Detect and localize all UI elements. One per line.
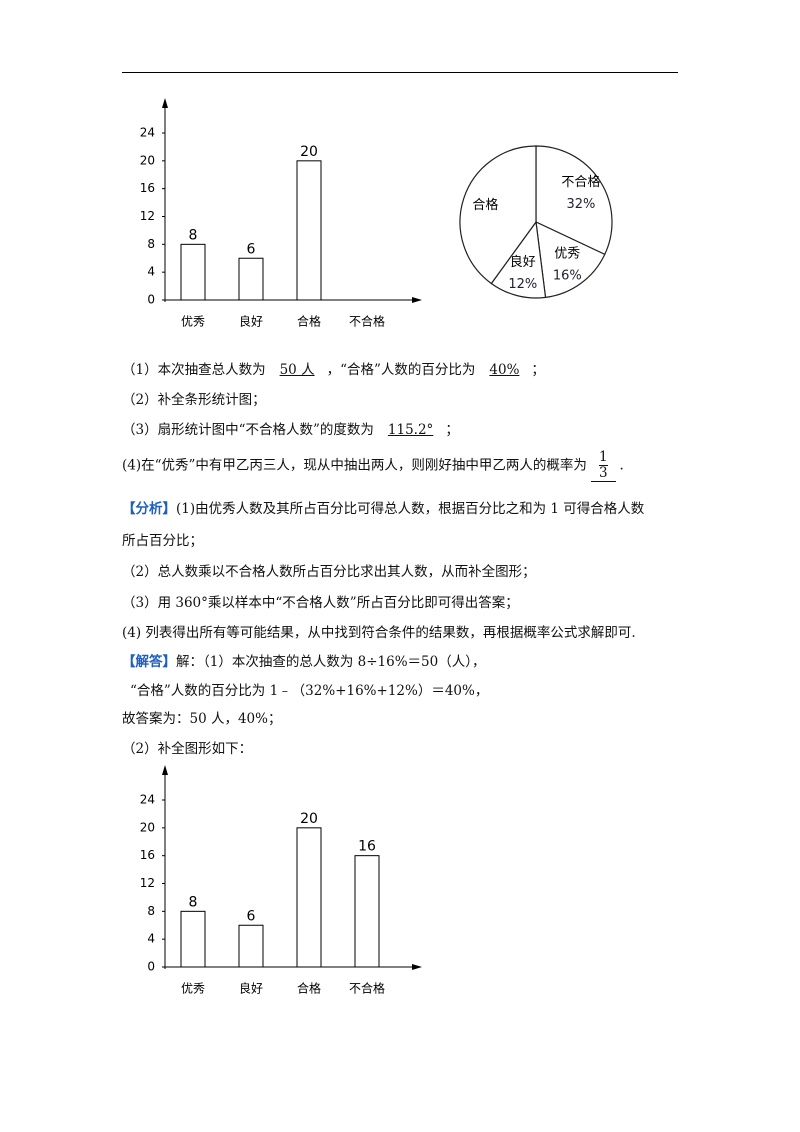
bar-chart: 0 4 8 12 16 20 24 优秀 8 良好 6 合格 20 不合格 (140, 98, 422, 329)
axis-arrow (412, 297, 422, 303)
text: (4) 列表得出所有等可能结果，从中找到符合条件的结果数，再根据概率公式求解即可… (122, 625, 636, 641)
question: （3）扇形统计图中“不合格人数”的度数为 115.2° ； (122, 418, 459, 438)
text: (4)在“优秀”中有甲乙丙三人，现从中抽出两人，则刚好抽中甲乙两人的概率为 (122, 457, 587, 474)
answer: 115.2° (387, 422, 434, 438)
y-tick-label: 20 (140, 820, 155, 834)
y-tick-label: 0 (147, 960, 155, 974)
analysis-line: 【分析】(1)由优秀人数及其所占百分比可得总人数，根据百分比之和为 1 可得合格… (122, 497, 644, 517)
text: （2）补全图形如下： (122, 741, 253, 757)
text: 所占百分比； (122, 533, 203, 549)
text: ； (531, 362, 545, 378)
x-tick-label: 合格 (297, 314, 321, 329)
x-tick-label: 不合格 (349, 981, 385, 996)
y-tick-label: 16 (140, 848, 155, 862)
text: 故答案为：50 人，40%； (122, 711, 282, 727)
tag: 【分析】 (122, 501, 176, 517)
analysis-line: （2）总人数乘以不合格人数所占百分比求出其人数，从而补全图形； (122, 560, 536, 580)
y-tick-label: 0 (147, 293, 155, 307)
slice-label: 良好 (510, 254, 536, 270)
x-tick-label: 良好 (239, 314, 263, 329)
text: （2）总人数乘以不合格人数所占百分比求出其人数，从而补全图形； (122, 564, 536, 580)
analysis-line: （3）用 360°乘以样本中“不合格人数”所占百分比即可得出答案； (122, 591, 519, 611)
pie-slice (535, 220, 606, 299)
text: ，“合格”人数的百分比为 (326, 362, 476, 378)
solution-line: 故答案为：50 人，40%； (122, 707, 281, 727)
text: . (619, 457, 624, 474)
analysis-line: (4) 列表得出所有等可能结果，从中找到符合条件的结果数，再根据概率公式求解即可… (122, 621, 636, 641)
axis-arrow (412, 964, 422, 970)
text: “合格”人数的百分比为 1﹣（32%+16%+12%）＝40%， (130, 683, 489, 699)
y-tick-label: 12 (140, 876, 155, 890)
slice-label: 不合格 (561, 174, 600, 190)
y-tick-label: 8 (147, 237, 155, 251)
x-tick-label: 良好 (239, 981, 263, 996)
text: （2）补全条形统计图； (122, 392, 266, 408)
value-label: 6 (247, 241, 256, 257)
slice-label: 合格 (472, 197, 498, 213)
bar (296, 160, 322, 301)
y-tick-label: 20 (140, 153, 155, 167)
y-tick-label: 24 (140, 793, 155, 807)
text: ； (445, 422, 459, 438)
y-tick-label: 24 (140, 126, 155, 140)
bar (238, 257, 264, 301)
question: （2）补全条形统计图； (122, 388, 266, 408)
y-tick-label: 4 (147, 932, 155, 946)
answer: 40% (489, 362, 520, 378)
text: 解：（1）本次抽查的总人数为 8÷16%＝50（人）， (176, 654, 486, 670)
y-tick-label: 16 (140, 181, 155, 195)
pie-slice (459, 145, 537, 285)
x-tick-label: 不合格 (349, 314, 385, 329)
value-label: 20 (300, 811, 318, 827)
question: （1）本次抽查总人数为 50 人 ，“合格”人数的百分比为 40% ； (122, 358, 545, 378)
x-tick-label: 合格 (297, 981, 321, 996)
bar (180, 910, 206, 968)
solution-line: “合格”人数的百分比为 1﹣（32%+16%+12%）＝40%， (130, 679, 488, 699)
y-tick-label: 4 (147, 265, 155, 279)
bar (354, 855, 380, 968)
question: (4)在“优秀”中有甲乙丙三人，现从中抽出两人，则刚好抽中甲乙两人的概率为 1 3. (122, 450, 624, 482)
bar-chart: 0 4 8 12 16 20 24 优秀 8 良好 6 合格 20 不合格 16 (140, 765, 422, 996)
text: （1）本次抽查总人数为 (122, 362, 266, 378)
axis-arrow (162, 765, 168, 775)
slice-value: 32% (566, 197, 595, 212)
slice-value: 12% (508, 277, 537, 292)
top-rule (122, 72, 678, 73)
value-label: 16 (358, 839, 376, 855)
answer: 50 人 (279, 362, 315, 378)
pie-chart: 不合格 32% 优秀 16% 良好 12% 合格 (459, 145, 613, 299)
text: （3）用 360°乘以样本中“不合格人数”所占百分比即可得出答案； (122, 595, 519, 611)
denominator: 3 (598, 465, 608, 481)
text: (1)由优秀人数及其所占百分比可得总人数，根据百分比之和为 1 可得合格人数 (176, 501, 645, 517)
value-label: 6 (247, 908, 256, 924)
slice-label: 优秀 (554, 247, 580, 262)
value-label: 8 (189, 227, 198, 243)
x-tick-label: 优秀 (181, 315, 205, 329)
text: （3）扇形统计图中“不合格人数”的度数为 (122, 422, 374, 438)
y-tick-label: 8 (147, 904, 155, 918)
slice-value: 16% (553, 269, 582, 284)
x-tick-label: 优秀 (181, 982, 205, 996)
value-label: 20 (300, 144, 318, 160)
pie-slice (535, 145, 613, 256)
value-label: 8 (189, 894, 198, 910)
bar (296, 827, 322, 968)
bar (238, 924, 264, 968)
analysis-line: 所占百分比； (122, 529, 203, 549)
bar (180, 243, 206, 301)
tag: 【解答】 (122, 654, 176, 670)
axis-arrow (162, 98, 168, 108)
solution-line: 【解答】解：（1）本次抽查的总人数为 8÷16%＝50（人）， (122, 650, 485, 670)
solution-line: （2）补全图形如下： (122, 737, 252, 757)
y-tick-label: 12 (140, 209, 155, 223)
numerator: 1 (598, 449, 608, 466)
